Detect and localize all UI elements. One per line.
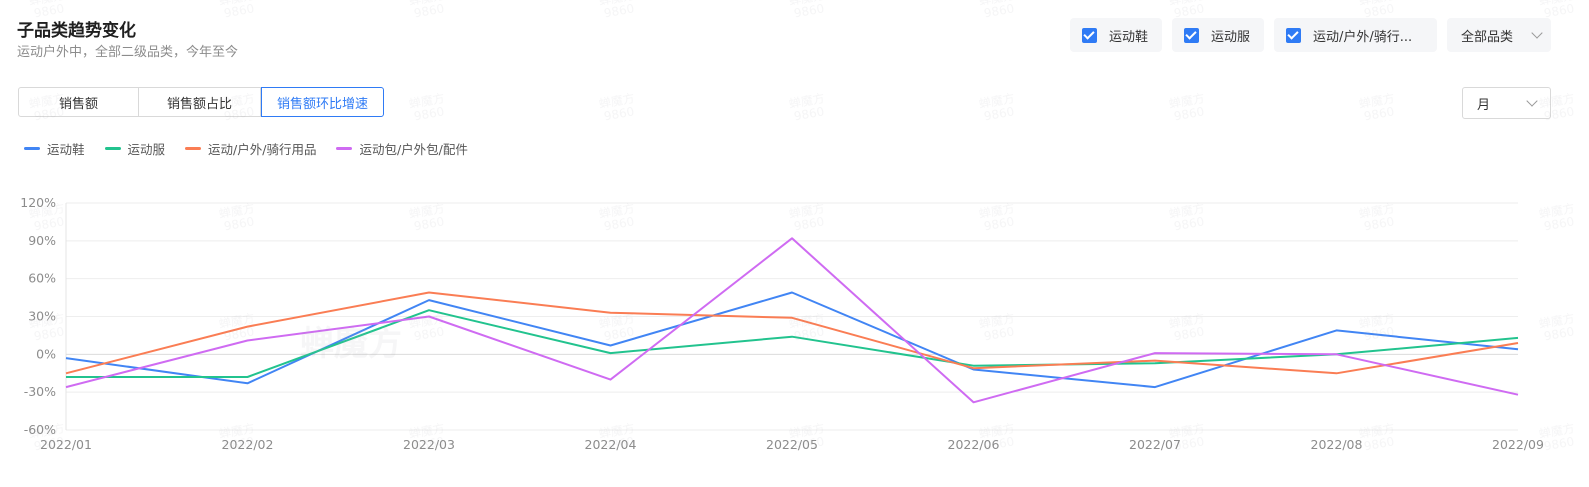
x-tick-label: 2022/07 [1129, 437, 1181, 452]
data-point [427, 314, 432, 319]
x-tick-label: 2022/05 [766, 437, 818, 452]
data-point [245, 338, 250, 343]
filter-chip-apparel[interactable]: 运动服 [1172, 18, 1264, 52]
watermark-logo: 蝉魔方 [300, 324, 402, 364]
data-point [790, 290, 795, 295]
data-point [608, 377, 613, 382]
filter-chip-label: 运动服 [1211, 29, 1250, 45]
x-tick-label: 2022/08 [1311, 437, 1363, 452]
chevron-down-icon [1531, 27, 1543, 39]
legend-item-apparel[interactable]: 运动服 [104, 139, 166, 158]
legend-item-outdoor[interactable]: 运动/户外/骑行用品 [185, 139, 316, 158]
data-point [790, 236, 795, 241]
data-point [608, 310, 613, 315]
metric-tabs: 销售额 销售额占比 销售额环比增速 [18, 87, 384, 117]
series-line-2 [66, 309, 1519, 378]
legend-swatch [104, 147, 121, 150]
data-point [245, 375, 250, 380]
filter-chip-outdoor[interactable]: 运动/户外/骑行... [1274, 18, 1437, 52]
filter-chip-label: 运动鞋 [1109, 29, 1148, 45]
checkbox-checked-icon[interactable] [1184, 27, 1199, 43]
x-tick-label: 2022/04 [585, 437, 637, 452]
category-select[interactable]: 全部品类 [1447, 18, 1551, 52]
legend-label: 运动/户外/骑行用品 [208, 142, 317, 157]
data-point [64, 371, 69, 376]
series-line-3 [65, 291, 1519, 375]
category-select-value: 全部品类 [1461, 29, 1514, 45]
line-chart: -60% -30% 0% 30% 60% 90% 120% 2022/01 2022/02 202… [20, 195, 1544, 452]
data-point [790, 334, 795, 339]
data-point [64, 356, 69, 361]
y-tick-label: 120% [20, 195, 56, 210]
checkbox-checked-icon[interactable] [1082, 27, 1097, 43]
data-point [971, 400, 976, 405]
data-point [1153, 385, 1158, 390]
data-point [608, 351, 613, 356]
y-tick-label: 0% [36, 346, 56, 361]
chart-legend: 运动鞋 运动服 运动/户外/骑行用品 运动包/户外包/配件 [24, 139, 488, 158]
chevron-down-icon [1526, 95, 1538, 107]
x-tick-label: 2022/01 [40, 437, 92, 452]
y-tick-label: -30% [24, 384, 56, 399]
data-point [1334, 371, 1339, 376]
y-tick-label: 90% [28, 233, 56, 248]
y-tick-label: 30% [28, 309, 56, 324]
legend-label: 运动鞋 [47, 142, 85, 157]
data-point [427, 290, 432, 295]
page-subtitle: 运动户外中，全部二级品类，今年至今 [17, 45, 239, 60]
data-point [608, 343, 613, 348]
period-select[interactable]: 月 [1462, 87, 1551, 119]
data-point [790, 315, 795, 320]
data-point [1153, 351, 1158, 356]
legend-swatch [336, 147, 353, 150]
legend-item-shoes[interactable]: 运动鞋 [24, 139, 85, 158]
legend-swatch [24, 147, 40, 150]
data-point [1334, 352, 1339, 357]
data-point [245, 381, 250, 386]
legend-swatch [185, 147, 202, 150]
data-point [1516, 392, 1521, 397]
legend-item-bags[interactable]: 运动包/户外包/配件 [336, 139, 468, 158]
tab-sales-mom-growth[interactable]: 销售额环比增速 [261, 87, 384, 117]
period-select-value: 月 [1477, 97, 1491, 113]
data-point [245, 324, 250, 329]
data-point [64, 385, 69, 390]
data-point [427, 308, 432, 313]
tab-sales-share[interactable]: 销售额占比 [139, 87, 261, 117]
series-line-1 [65, 291, 1519, 389]
checkbox-checked-icon[interactable] [1286, 27, 1301, 43]
data-point [971, 366, 976, 371]
y-tick-label: -60% [24, 422, 56, 437]
x-tick-label: 2022/06 [948, 437, 1000, 452]
legend-label: 运动包/户外包/配件 [359, 142, 468, 157]
x-tick-label: 2022/03 [403, 437, 455, 452]
x-tick-label: 2022/09 [1492, 437, 1544, 452]
tab-sales[interactable]: 销售额 [18, 87, 139, 117]
series-line-4 [65, 237, 1519, 404]
data-point [1516, 335, 1521, 340]
data-point [1516, 340, 1521, 345]
page-title: 子品类趋势变化 [17, 21, 136, 41]
filter-chip-shoes[interactable]: 运动鞋 [1070, 18, 1162, 52]
data-point [1516, 347, 1521, 352]
filter-bar: 运动鞋 运动服 运动/户外/骑行... 全部品类 [1070, 18, 1551, 52]
data-point [1334, 328, 1339, 333]
data-point [1153, 358, 1158, 363]
data-point [427, 298, 432, 303]
filter-chip-label: 运动/户外/骑行... [1313, 29, 1413, 45]
x-tick-label: 2022/02 [222, 437, 274, 452]
y-tick-label: 60% [28, 271, 56, 286]
legend-label: 运动服 [127, 142, 166, 157]
